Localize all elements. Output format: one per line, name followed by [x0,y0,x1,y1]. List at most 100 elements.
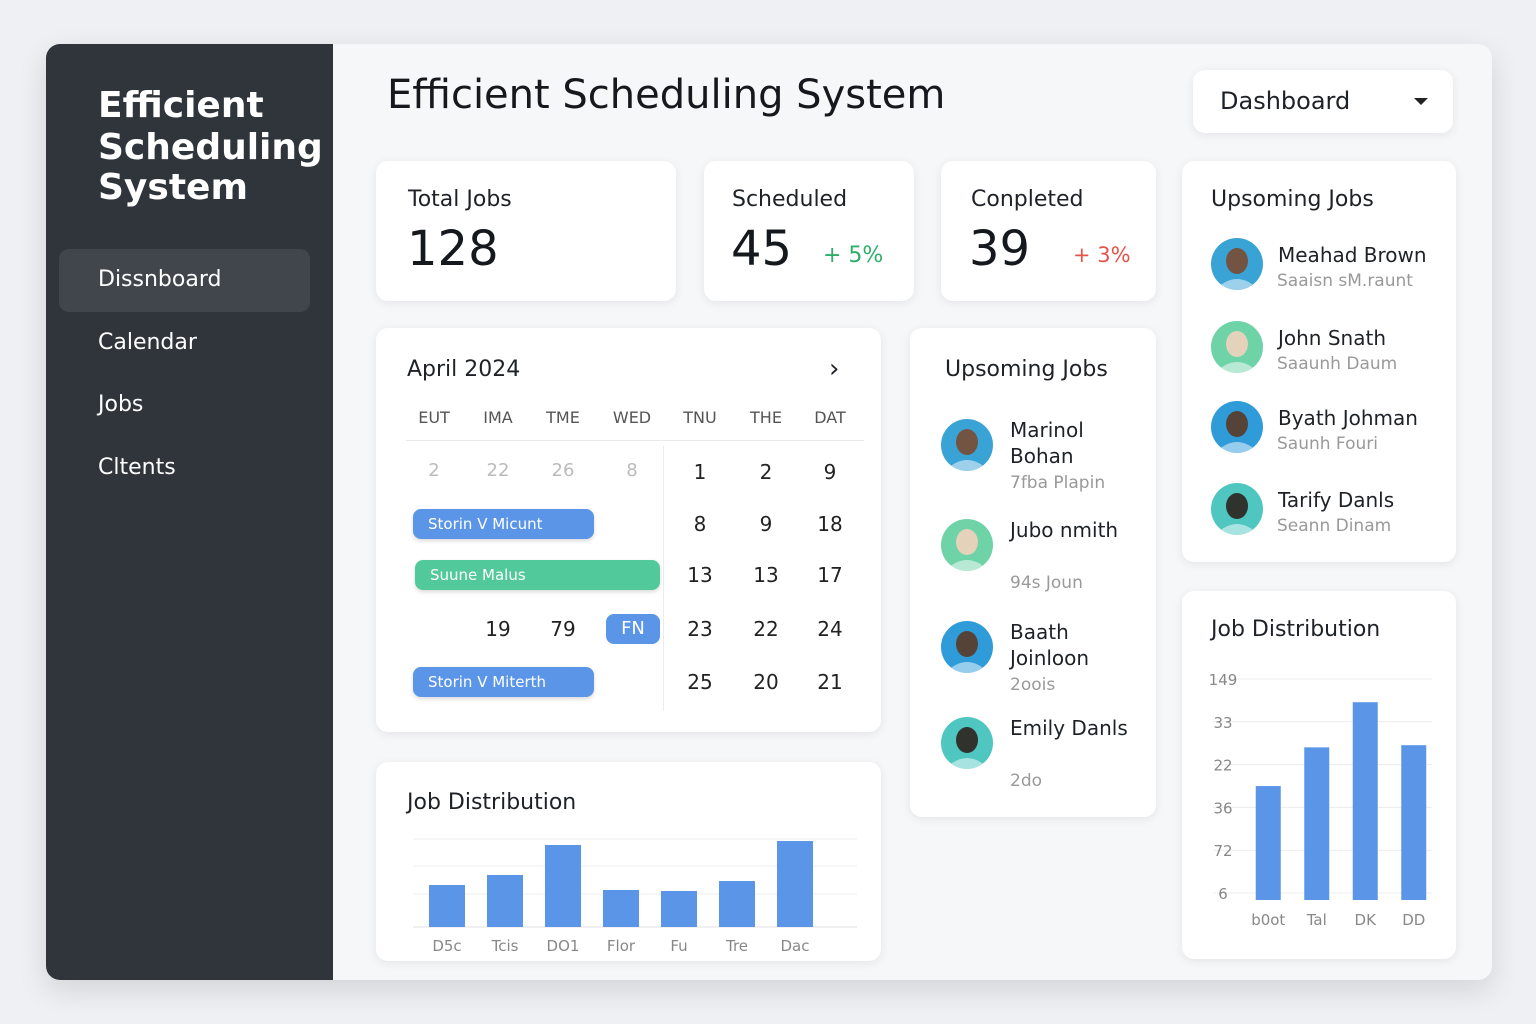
chart: 149 33 22 36 72 6 b0ot Tal DK DD [1209,671,1432,929]
avatar [941,519,993,571]
stat-change: + 5% [823,243,884,268]
stat-label: Conpleted [971,187,1084,212]
date: 19 [485,617,511,641]
job-sub: 7fba Plapin [1010,473,1106,493]
x-tick-label: DO1 [547,937,580,955]
x-tick-label: Dac [781,937,810,955]
nav-item[interactable]: Calendar [98,330,197,355]
dropdown-label: Dashboard [1220,87,1351,115]
job-sub: Saaunh Daum [1277,354,1398,374]
job-name: Byath Johman [1278,406,1418,430]
job-sub: 2oois [1010,675,1056,695]
date: 8 [693,512,707,536]
faded-date: 22 [486,460,510,481]
sidebar-title: Scheduling [98,127,323,168]
avatar [941,621,993,673]
job-sub: Saunh Fouri [1277,434,1378,454]
avatar [1211,401,1263,453]
chart-card: Job Distribution D5c Tcis DO1 Flor Fu Tre Dac [376,762,881,961]
x-tick-label: Fu [670,937,687,955]
weekday: DAT [814,408,846,427]
faded-date: 8 [626,460,638,481]
job-name: Emily Danls [1010,716,1128,740]
calendar-month: April 2024 [407,357,521,382]
bar [429,885,465,927]
y-tick-label: 149 [1209,671,1238,689]
bar [1255,786,1281,900]
divider [663,446,664,711]
x-tick-label: Tcis [491,937,519,955]
faded-date: 26 [551,460,575,481]
stat-change: + 3% [1073,243,1131,267]
x-tick-label: b0ot [1251,911,1285,929]
date: 20 [753,670,779,694]
dropdown[interactable]: Dashboard [1193,70,1453,133]
page-title: Efficient Scheduling System [387,72,946,118]
date: 13 [753,563,779,587]
y-tick-label: 36 [1213,799,1232,817]
chart-title: Job Distribution [1211,617,1381,642]
date: 23 [687,617,713,641]
nav-item[interactable]: Jobs [98,392,144,417]
date: 2 [759,460,773,484]
bar [719,881,755,927]
bar [777,841,813,927]
avatar-art [1215,331,1259,373]
y-tick-label: 33 [1213,714,1232,732]
job-sub: Saaisn sM.raunt [1277,271,1413,291]
job-name: Marinol Bohan [1010,418,1084,468]
x-tick-label: Flor [607,937,636,955]
sidebar-title: System [98,167,248,208]
stat-label: Scheduled [732,187,848,212]
avatar-art [1215,248,1259,290]
weekday: TME [546,408,580,427]
date: 13 [687,563,713,587]
stat-label: Total Jobs [408,187,512,212]
avatar [1211,483,1263,535]
bar [603,890,639,927]
chart-card: Job Distribution 149 33 22 36 72 6 b0ot Tal DK DD [1182,591,1456,959]
date: 18 [817,512,843,536]
weekday: TNU [683,408,717,427]
event-bar: Storin V Micunt [413,509,594,539]
date: 21 [817,670,843,694]
x-tick-label: Tal [1306,911,1327,929]
date: 25 [687,670,713,694]
job-sub: 94s Joun [1010,573,1083,593]
chart-title: Job Distribution [407,790,577,815]
job-name: Baath Joinloon [1010,620,1090,670]
avatar-art [945,529,989,571]
date: 9 [759,512,773,536]
bar [1304,747,1330,900]
date-pill: FN [606,614,660,644]
nav-item[interactable]: Dissnboard [98,267,222,292]
avatar [1211,321,1263,373]
date: 1 [693,460,707,484]
stat-value: 39 [969,221,1031,277]
stat-value: 128 [407,221,499,277]
bar [487,875,523,927]
stat-card: Scheduled 45 + 5% [704,161,914,301]
job-name: Jubo nmith [1010,518,1119,542]
weekday: IMA [483,408,513,427]
upcoming-card: Upsoming Jobs Meahad Brown Saaisn sM.raun… [1182,161,1456,562]
y-tick-label: 22 [1213,757,1232,775]
stat-card: Total Jobs 128 [376,161,676,301]
chart: D5c Tcis DO1 Flor Fu Tre Dac [413,838,857,955]
bar [1352,702,1378,900]
sidebar [46,44,333,980]
x-tick-label: DK [1355,911,1378,929]
calendar-next[interactable]: › [829,354,840,384]
date: 9 [823,460,837,484]
x-tick-label: D5c [432,937,461,955]
job-name: Meahad Brown [1278,243,1427,267]
job-sub: 2do [1010,771,1043,791]
x-tick-label: DD [1402,911,1425,929]
job-sub: Seann Dinam [1277,516,1392,536]
x-tick-label: Tre [725,937,748,955]
stat-card: Conpleted 39 + 3% [941,161,1156,301]
nav-item[interactable]: Cltents [98,455,176,480]
date: 22 [753,617,779,641]
card-title: Upsoming Jobs [1211,187,1374,212]
